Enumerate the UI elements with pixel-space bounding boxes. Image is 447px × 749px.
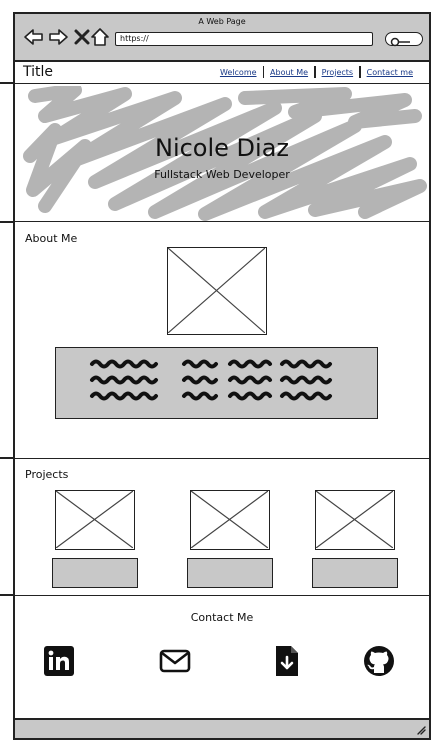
image-placeholder-icon xyxy=(167,247,266,334)
hero-divider-left xyxy=(0,82,15,84)
nav-bar: Welcome About Me Projects Contact me xyxy=(214,66,419,78)
nav-link-contact[interactable]: Contact me xyxy=(366,67,413,77)
projects-divider-left xyxy=(0,457,15,459)
site-header: Title Welcome About Me Projects Contact … xyxy=(15,62,429,84)
hero-background-scribble xyxy=(23,86,427,221)
resize-grip-icon[interactable] xyxy=(416,725,426,735)
back-arrow-icon[interactable] xyxy=(23,26,45,48)
browser-search-button[interactable] xyxy=(385,32,423,47)
text-scribble xyxy=(90,359,332,401)
site-title: Title xyxy=(23,64,54,80)
image-placeholder-icon xyxy=(190,490,269,549)
project-button[interactable] xyxy=(52,558,138,588)
projects-title: Projects xyxy=(25,468,69,481)
image-placeholder-icon xyxy=(315,490,394,549)
nav-separator xyxy=(262,66,265,78)
project-button[interactable] xyxy=(312,558,398,588)
projects-section: Projects xyxy=(15,460,429,596)
url-input[interactable]: https:// xyxy=(115,32,373,46)
image-placeholder-icon xyxy=(55,490,134,549)
home-icon[interactable] xyxy=(89,26,111,48)
contact-divider-left xyxy=(0,594,15,596)
browser-toolbar: A Web Page https:// xyxy=(15,14,429,62)
nav-link-about[interactable]: About Me xyxy=(270,67,309,77)
window-title: A Web Page xyxy=(198,17,246,26)
forward-arrow-icon[interactable] xyxy=(47,26,69,48)
about-text-block xyxy=(55,347,378,419)
nav-separator xyxy=(314,66,316,78)
hero-role: Fullstack Web Developer xyxy=(154,168,290,181)
hero-name: Nicole Diaz xyxy=(154,134,289,162)
nav-link-projects[interactable]: Projects xyxy=(321,67,354,77)
contact-title: Contact Me xyxy=(190,611,254,624)
linkedin-icon[interactable] xyxy=(43,645,75,677)
project-image-placeholder[interactable] xyxy=(55,490,135,550)
about-divider-left xyxy=(0,221,15,223)
browser-window: A Web Page https:// Title Welcome About … xyxy=(13,12,431,740)
search-icon xyxy=(390,37,410,47)
about-section: About Me xyxy=(15,224,429,459)
about-title: About Me xyxy=(25,232,78,245)
project-image-placeholder[interactable] xyxy=(190,490,270,550)
github-icon[interactable] xyxy=(363,645,395,677)
stop-icon[interactable] xyxy=(71,26,93,48)
contact-section: Contact Me xyxy=(15,597,429,720)
browser-status-bar xyxy=(15,718,429,738)
project-image-placeholder[interactable] xyxy=(315,490,395,550)
project-button[interactable] xyxy=(187,558,273,588)
nav-separator xyxy=(359,66,361,78)
about-image-placeholder xyxy=(167,247,267,335)
mail-icon[interactable] xyxy=(159,645,191,677)
nav-link-welcome[interactable]: Welcome xyxy=(219,67,257,77)
resume-download-icon[interactable] xyxy=(271,645,303,677)
hero-section: Nicole Diaz Fullstack Web Developer xyxy=(15,86,429,222)
